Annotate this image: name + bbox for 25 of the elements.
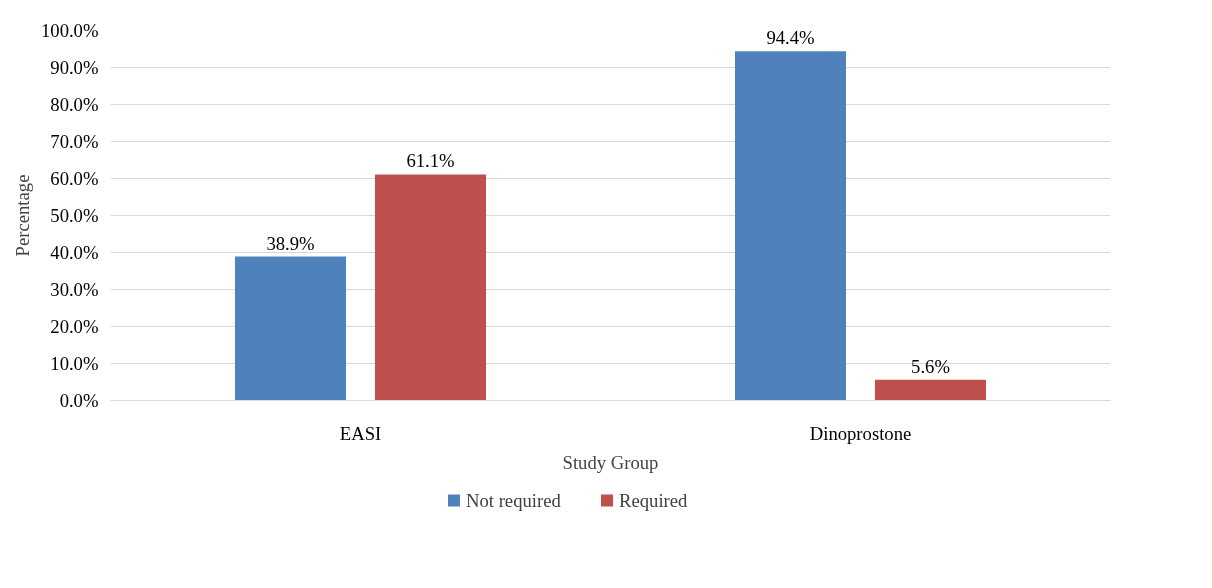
y-tick-label: 100.0% (40, 20, 99, 41)
y-tick-label: 70.0% (50, 131, 99, 152)
y-tick-label: 20.0% (50, 316, 99, 337)
y-tick-label: 80.0% (50, 94, 99, 115)
x-tick-label: Dinoprostone (809, 422, 912, 444)
legend-label: Required (619, 490, 689, 511)
bar (735, 51, 846, 401)
bar (375, 174, 486, 401)
bar (235, 256, 346, 401)
legend-label: Not required (466, 490, 562, 511)
y-tick-label: 90.0% (50, 57, 99, 78)
x-tick-label: EASI (339, 422, 382, 444)
y-tick-label: 50.0% (50, 205, 99, 226)
x-axis-title: Study Group (562, 451, 659, 473)
y-tick-label: 60.0% (50, 168, 99, 189)
y-tick-label: 10.0% (50, 353, 99, 374)
y-tick-label: 40.0% (50, 242, 99, 263)
data-label: 5.6% (911, 355, 950, 377)
data-label: 61.1% (406, 150, 455, 172)
data-label: 38.9% (266, 232, 315, 254)
y-axis-title: Percentage (11, 174, 33, 257)
bar (875, 379, 986, 401)
y-tick-label: 30.0% (50, 279, 99, 300)
y-tick-label: 0.0% (59, 390, 99, 411)
data-label: 94.4% (766, 27, 815, 49)
